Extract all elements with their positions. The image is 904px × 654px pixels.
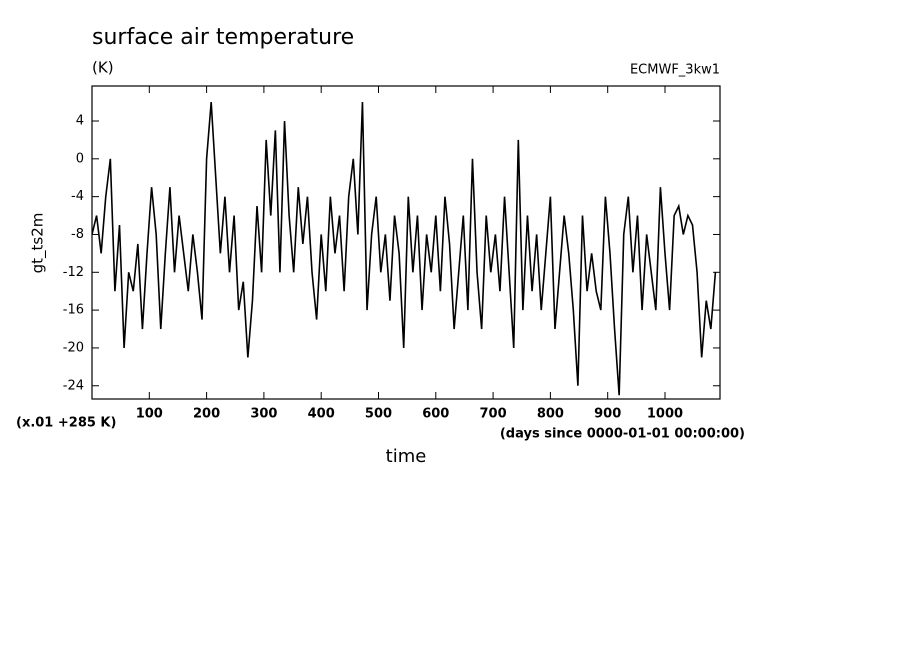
y-axis-label: gt_ts2m bbox=[29, 213, 48, 274]
y-tick-label: -4 bbox=[71, 189, 84, 204]
chart-title: surface air temperature bbox=[92, 25, 354, 50]
line bbox=[92, 102, 717, 396]
units: (K) bbox=[92, 59, 114, 77]
y-tick-label: -12 bbox=[63, 265, 84, 280]
x-axis-label: time bbox=[386, 446, 427, 467]
x-tick-label: 500 bbox=[365, 407, 392, 422]
x-tick-label: 1000 bbox=[647, 407, 683, 422]
y-tick-label: 4 bbox=[76, 113, 84, 128]
x-tick-label: 200 bbox=[193, 407, 220, 422]
y-note: (x.01 +285 K) bbox=[16, 416, 116, 431]
subtitle: ECMWF_3kw1 bbox=[630, 63, 720, 78]
y-tick-label: -8 bbox=[71, 227, 84, 242]
x-tick-label: 300 bbox=[250, 407, 277, 422]
x-tick-label: 700 bbox=[480, 407, 507, 422]
plot-frame bbox=[91, 85, 721, 400]
y-tick-label: -16 bbox=[63, 303, 84, 318]
x-tick-label: 600 bbox=[422, 407, 449, 422]
x-tick-label: 800 bbox=[537, 407, 564, 422]
x-tick-label: 400 bbox=[308, 407, 335, 422]
y-tick-label: 0 bbox=[76, 151, 84, 166]
x-tick-label: 900 bbox=[594, 407, 621, 422]
x-note: (days since 0000-01-01 00:00:00) bbox=[500, 427, 745, 442]
y-tick-label: -24 bbox=[63, 378, 84, 393]
y-tick-label: -20 bbox=[63, 340, 84, 355]
x-tick-label: 100 bbox=[136, 407, 163, 422]
